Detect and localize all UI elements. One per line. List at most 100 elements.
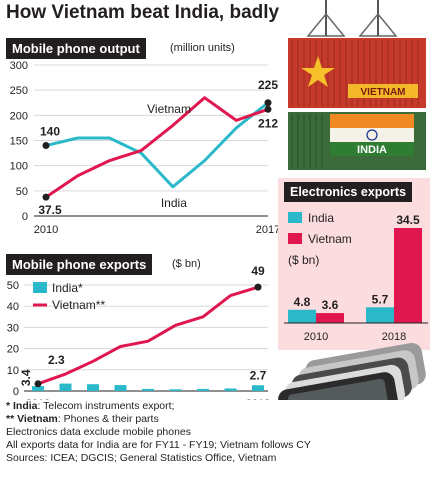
- bar-india: [169, 389, 182, 391]
- exports-data-labels: 2.3 3.4 49 2.7: [19, 264, 267, 386]
- container-vietnam: VIETNAM: [288, 38, 426, 108]
- data-label: 2.7: [250, 368, 267, 382]
- bar-india: [366, 307, 394, 323]
- data-point: [264, 105, 272, 113]
- footnote-vietnam: ** Vietnam: Phones & their parts: [6, 413, 426, 426]
- y-tick-label: 100: [10, 161, 28, 173]
- value-label: 4.8: [294, 295, 311, 309]
- data-point: [42, 193, 50, 201]
- bar-india: [114, 385, 127, 391]
- value-label: 5.7: [372, 292, 389, 306]
- bar-india: [59, 383, 72, 391]
- crane-sling: [306, 12, 346, 37]
- y-tick-label: 300: [10, 60, 28, 72]
- electronics-chart-heading: Electronics exports: [284, 182, 413, 202]
- data-label: 3.4: [19, 369, 33, 386]
- data-point: [254, 283, 262, 291]
- data-label: 49: [251, 264, 265, 278]
- data-label: 140: [40, 125, 60, 139]
- bar-india: [197, 388, 209, 391]
- data-label: 37.5: [38, 203, 62, 217]
- exports-chart-unit: ($ bn): [172, 258, 201, 270]
- crane-sling: [358, 12, 398, 37]
- legend-swatch-india: [288, 212, 302, 223]
- containers-illustration: VIETNAM INDIA: [288, 0, 426, 170]
- exports-x-ticks: 2010 2018: [26, 398, 270, 400]
- series-line-vietnam: [37, 285, 259, 386]
- series-line-vietnam: [45, 96, 269, 199]
- electronics-value-labels: 4.8 3.6 5.7 34.5: [294, 213, 420, 312]
- footnote-exports: All exports data for India are for FY11 …: [6, 439, 311, 451]
- footnote-india-label: * India: [6, 400, 38, 412]
- bar-india: [142, 388, 154, 391]
- legend-swatch-india: [33, 282, 47, 293]
- electronics-bars: [288, 228, 422, 323]
- x-tick-label: 2018: [382, 331, 406, 343]
- data-point: [264, 99, 272, 107]
- star-icon: [301, 56, 335, 87]
- data-label: 2.3: [48, 353, 65, 367]
- y-tick-label: 50: [7, 280, 19, 292]
- legend-swatch-vietnam: [288, 233, 302, 244]
- bar-india: [224, 388, 237, 391]
- bar-india: [252, 385, 264, 391]
- exports-y-ticks: 0 10 20 30 40 50: [7, 280, 19, 398]
- value-label: 3.6: [322, 298, 339, 312]
- y-tick-label: 150: [10, 136, 28, 148]
- output-x-ticks: 2010 2017: [34, 224, 280, 236]
- footnote-sources: Sources: ICEA; DGCIS; General Statistics…: [6, 452, 277, 464]
- exports-chart: 0 10 20 30 40 50 2.3 3.4 49 2.7 2010 2018 India* V…: [7, 264, 270, 400]
- y-tick-label: 30: [7, 322, 19, 334]
- y-tick-label: 40: [7, 301, 19, 313]
- exports-bars: [32, 383, 264, 391]
- y-tick-label: 200: [10, 110, 28, 122]
- footnote-vietnam-label: ** Vietnam: [6, 413, 58, 425]
- footnote-india: * India: Telecom instruments export;: [6, 400, 426, 413]
- y-tick-label: 10: [7, 365, 19, 377]
- bar-vietnam: [316, 313, 344, 323]
- bar-vietnam: [394, 228, 422, 323]
- electronics-legend: India Vietnam: [288, 211, 352, 246]
- data-label: 212: [258, 116, 278, 130]
- data-point: [34, 380, 42, 388]
- series-label-india: India: [161, 196, 187, 210]
- value-label: 34.5: [396, 213, 420, 227]
- x-tick-label: 2017: [256, 224, 280, 236]
- bar-india: [32, 386, 44, 391]
- electronics-unit: ($ bn): [288, 253, 319, 267]
- container-vietnam-label: VIETNAM: [361, 87, 406, 98]
- container-india: INDIA: [288, 112, 426, 170]
- bar-india: [87, 384, 99, 391]
- legend-label-vietnam: Vietnam**: [52, 298, 105, 312]
- exports-chart-heading: Mobile phone exports: [6, 254, 153, 275]
- output-y-ticks: 0 50 100 150 200 250 300: [10, 60, 28, 223]
- y-tick-label: 0: [22, 211, 28, 223]
- data-label: 225: [258, 78, 278, 92]
- x-tick-label: 2010: [304, 331, 328, 343]
- footnote-india-text: : Telecom instruments export;: [37, 400, 175, 412]
- footnote-electronics: Electronics data exclude mobile phones: [6, 426, 192, 438]
- exports-legend: India* Vietnam**: [33, 281, 105, 312]
- y-tick-label: 20: [7, 344, 19, 356]
- legend-label-india: India: [308, 211, 334, 225]
- y-tick-label: 0: [13, 386, 19, 398]
- container-india-label: INDIA: [357, 144, 387, 156]
- x-tick-label: 2010: [34, 224, 58, 236]
- x-tick-label: 2010: [26, 398, 50, 400]
- series-label-vietnam: Vietnam: [147, 102, 191, 116]
- data-point: [42, 142, 50, 150]
- output-lines: [42, 96, 272, 201]
- y-tick-label: 50: [16, 186, 28, 198]
- legend-label-india: India*: [52, 281, 83, 295]
- electronics-x-ticks: 2010 2018: [284, 322, 428, 343]
- exports-line: [34, 283, 262, 388]
- output-data-labels: 140 37.5 225 212: [38, 78, 278, 217]
- x-tick-label: 2018: [246, 398, 270, 400]
- bar-india: [288, 309, 316, 323]
- footer-notes: * India: Telecom instruments export; ** …: [6, 400, 426, 465]
- series-line-india: [45, 101, 269, 189]
- footnote-vietnam-text: : Phones & their parts: [57, 413, 159, 425]
- phones-illustration: [278, 342, 426, 400]
